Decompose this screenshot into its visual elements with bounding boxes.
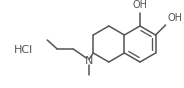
Text: OH: OH	[168, 13, 183, 23]
Text: HCl: HCl	[14, 45, 33, 55]
Text: OH: OH	[132, 0, 148, 10]
Text: N: N	[85, 56, 93, 66]
